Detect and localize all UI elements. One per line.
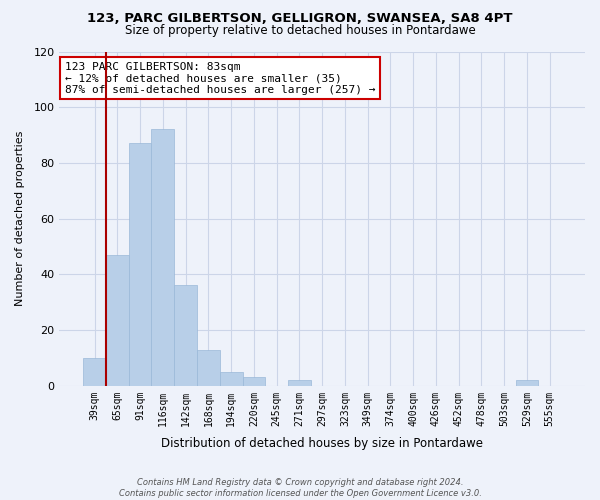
Text: 123 PARC GILBERTSON: 83sqm
← 12% of detached houses are smaller (35)
87% of semi: 123 PARC GILBERTSON: 83sqm ← 12% of deta… xyxy=(65,62,375,94)
Bar xyxy=(220,372,242,386)
Text: 123, PARC GILBERTSON, GELLIGRON, SWANSEA, SA8 4PT: 123, PARC GILBERTSON, GELLIGRON, SWANSEA… xyxy=(87,12,513,26)
Bar xyxy=(151,130,174,386)
Text: Size of property relative to detached houses in Pontardawe: Size of property relative to detached ho… xyxy=(125,24,475,37)
Text: Contains HM Land Registry data © Crown copyright and database right 2024.
Contai: Contains HM Land Registry data © Crown c… xyxy=(119,478,481,498)
Y-axis label: Number of detached properties: Number of detached properties xyxy=(15,131,25,306)
X-axis label: Distribution of detached houses by size in Pontardawe: Distribution of detached houses by size … xyxy=(161,437,483,450)
Bar xyxy=(174,286,197,386)
Bar xyxy=(242,378,265,386)
Bar xyxy=(129,144,151,386)
Bar xyxy=(288,380,311,386)
Bar xyxy=(83,358,106,386)
Bar xyxy=(515,380,538,386)
Bar xyxy=(106,255,129,386)
Bar xyxy=(197,350,220,386)
